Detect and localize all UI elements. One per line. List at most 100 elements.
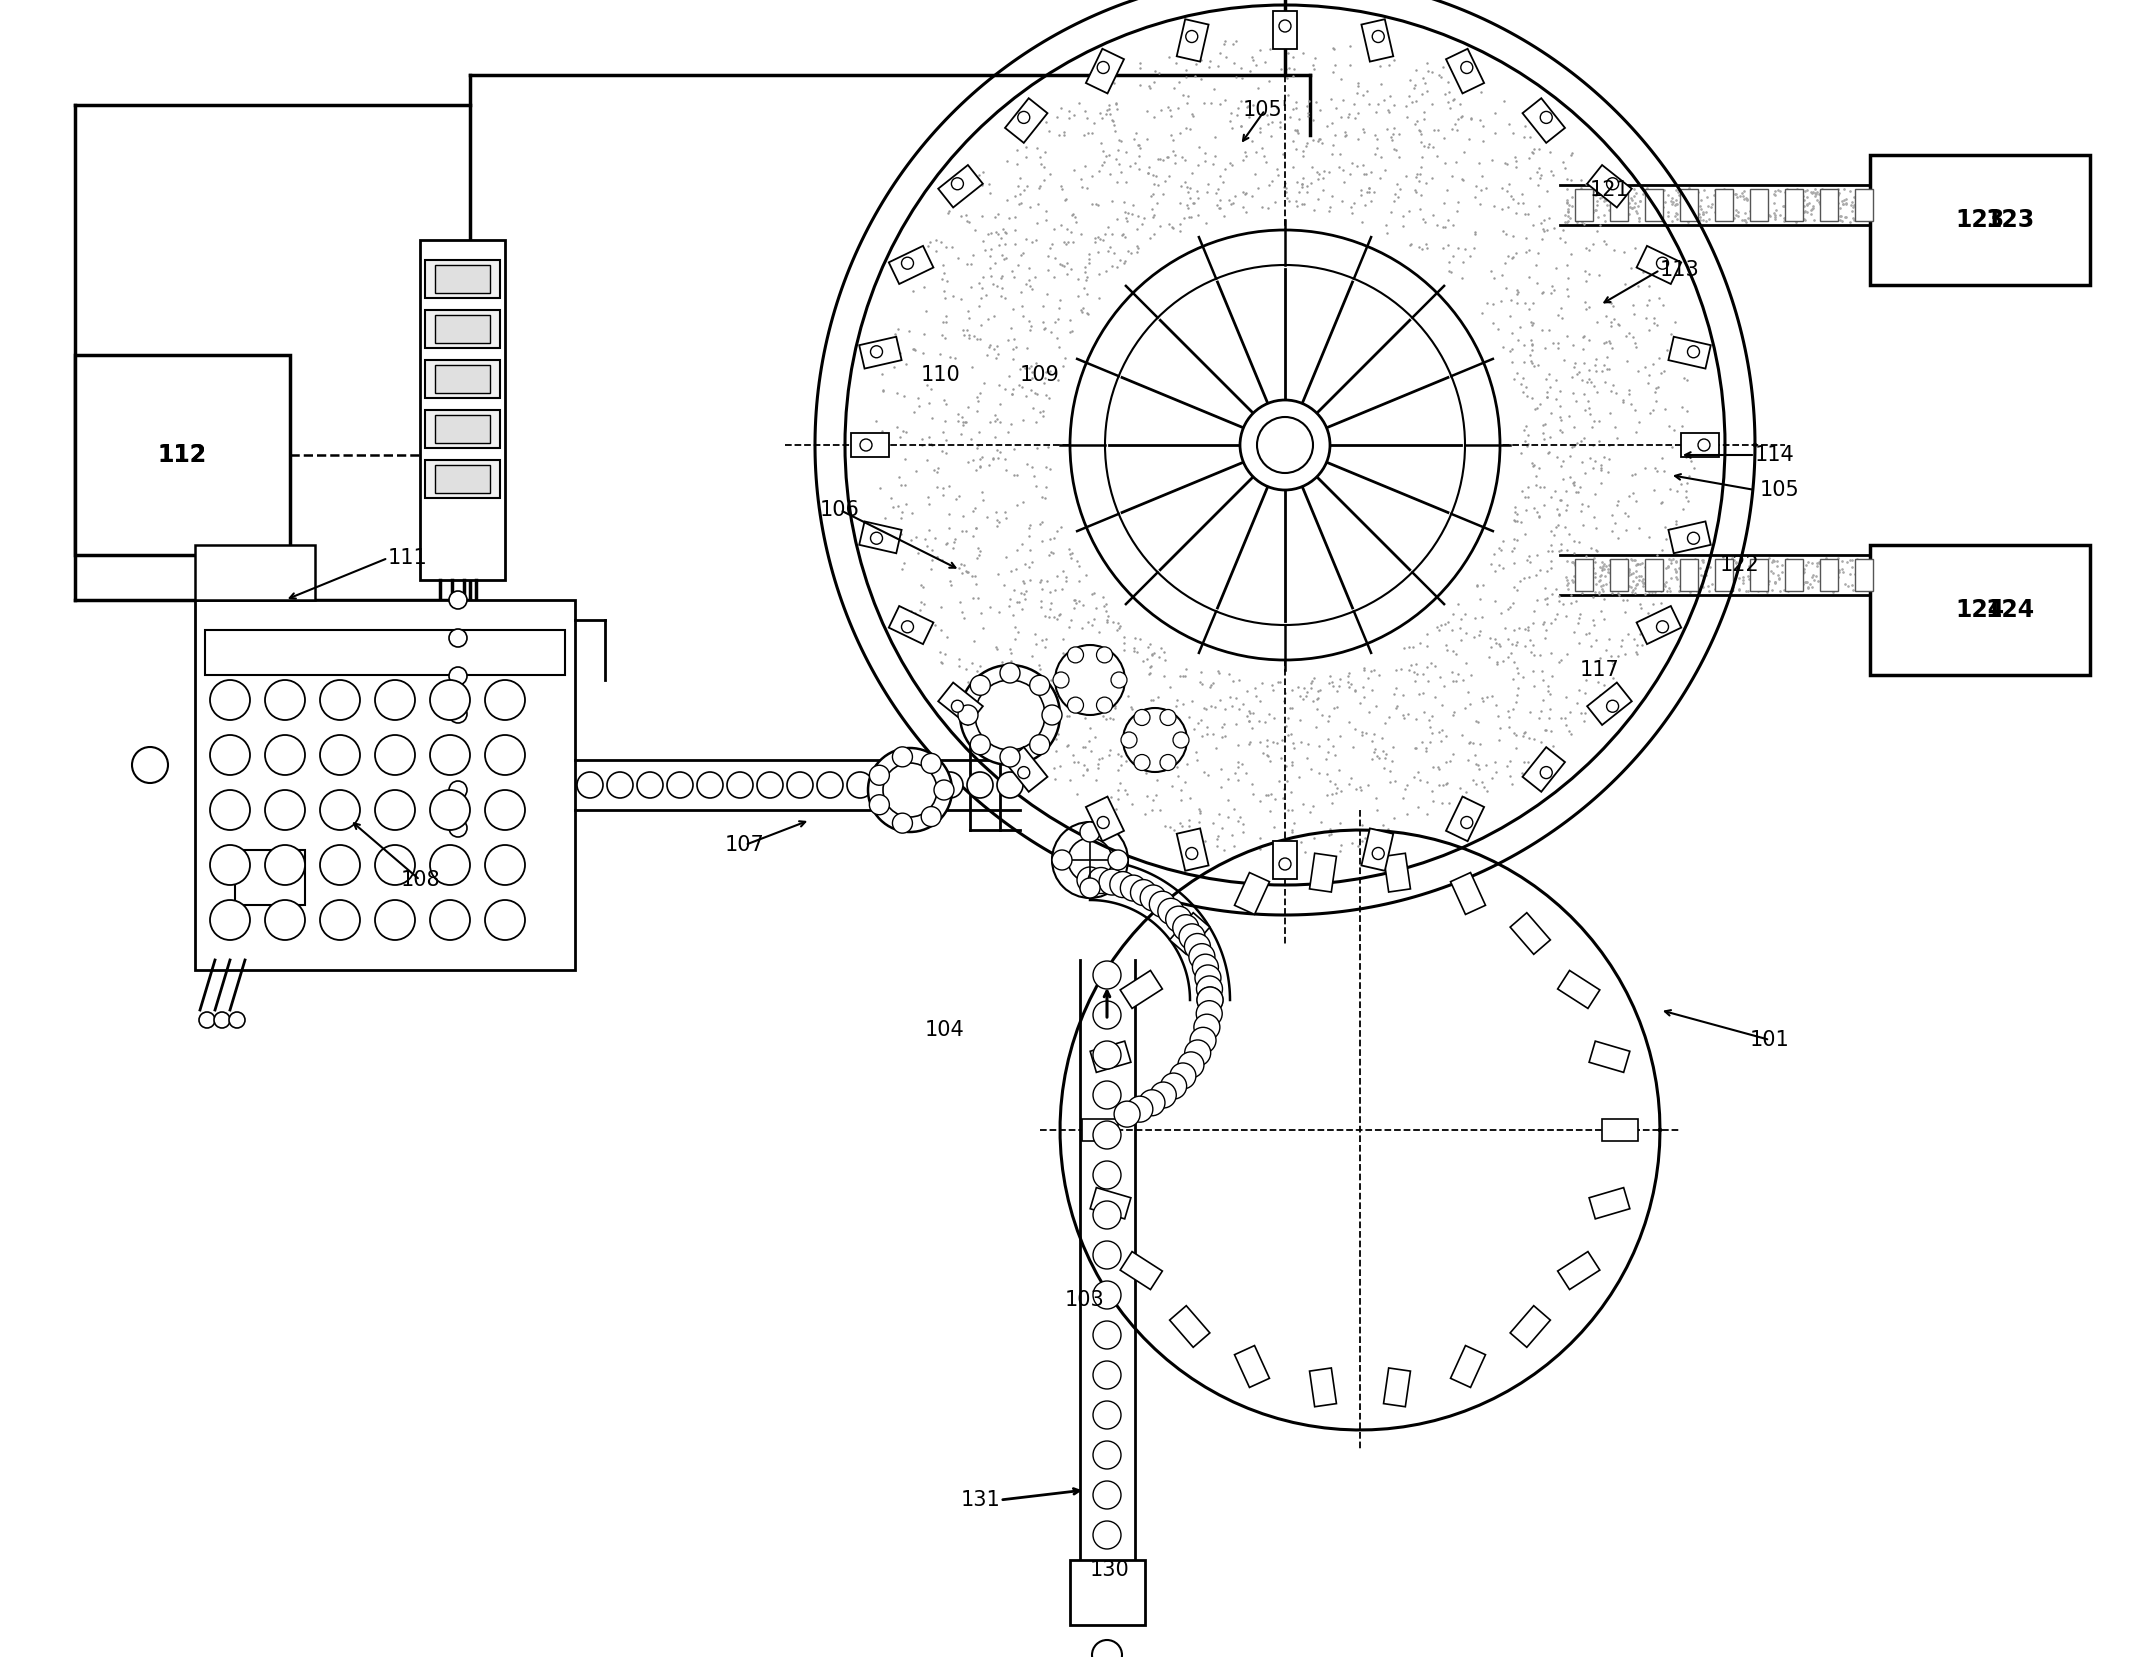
Bar — [859, 336, 902, 368]
Bar — [1855, 189, 1872, 220]
Text: 117: 117 — [1579, 659, 1620, 679]
Text: 131: 131 — [960, 1490, 1000, 1510]
Bar — [1004, 747, 1047, 792]
Bar — [205, 630, 564, 674]
Bar — [436, 466, 489, 494]
Bar — [1383, 1369, 1410, 1407]
Circle shape — [214, 1012, 231, 1027]
Circle shape — [321, 736, 359, 775]
Bar — [1071, 1559, 1145, 1626]
Bar — [1558, 1251, 1601, 1289]
Bar — [1575, 558, 1592, 592]
Circle shape — [756, 772, 782, 799]
Circle shape — [485, 736, 526, 775]
Circle shape — [1017, 111, 1030, 123]
Text: 124: 124 — [1955, 598, 2005, 621]
Circle shape — [449, 780, 468, 799]
Circle shape — [998, 772, 1024, 799]
Bar — [1086, 797, 1124, 842]
Bar — [1680, 558, 1699, 592]
Bar — [1081, 1118, 1118, 1142]
Circle shape — [1043, 704, 1062, 726]
Bar — [1821, 558, 1838, 592]
Circle shape — [1088, 868, 1113, 893]
Circle shape — [1186, 30, 1197, 43]
Circle shape — [637, 772, 662, 799]
Circle shape — [209, 900, 250, 940]
Circle shape — [1688, 532, 1699, 543]
Circle shape — [1092, 1442, 1122, 1470]
Circle shape — [485, 679, 526, 721]
Circle shape — [485, 790, 526, 830]
Bar — [1669, 336, 1712, 368]
Circle shape — [1092, 1241, 1122, 1269]
Bar — [1310, 1369, 1336, 1407]
Bar — [194, 600, 575, 969]
Circle shape — [1000, 663, 1019, 683]
Circle shape — [1135, 754, 1150, 771]
Bar — [1821, 189, 1838, 220]
Circle shape — [1462, 817, 1472, 828]
Circle shape — [1030, 676, 1049, 696]
Circle shape — [816, 772, 842, 799]
Circle shape — [1195, 1014, 1220, 1041]
Circle shape — [1054, 673, 1068, 688]
Bar — [889, 245, 934, 283]
Circle shape — [1017, 767, 1030, 779]
Circle shape — [1111, 673, 1126, 688]
Circle shape — [960, 664, 1060, 766]
Bar — [1750, 558, 1767, 592]
Bar — [1447, 48, 1483, 93]
Bar — [421, 240, 504, 580]
Text: 104: 104 — [925, 1021, 966, 1041]
Bar — [1004, 98, 1047, 143]
Circle shape — [1197, 1001, 1222, 1027]
Circle shape — [1160, 754, 1175, 771]
Text: 101: 101 — [1750, 1031, 1791, 1051]
Bar — [1784, 189, 1804, 220]
Circle shape — [846, 772, 874, 799]
Circle shape — [430, 790, 470, 830]
Bar — [1682, 432, 1718, 457]
Circle shape — [1280, 20, 1291, 31]
Circle shape — [906, 772, 934, 799]
Circle shape — [321, 679, 359, 721]
Circle shape — [449, 704, 468, 722]
Circle shape — [265, 900, 306, 940]
Circle shape — [209, 790, 250, 830]
Circle shape — [1190, 1027, 1216, 1054]
Bar — [1575, 189, 1592, 220]
Circle shape — [1092, 1281, 1122, 1309]
Circle shape — [1092, 1162, 1122, 1190]
Circle shape — [1092, 1481, 1122, 1510]
Circle shape — [374, 790, 415, 830]
Circle shape — [1092, 1080, 1122, 1109]
Circle shape — [265, 736, 306, 775]
Circle shape — [430, 736, 470, 775]
Circle shape — [902, 257, 912, 268]
Circle shape — [1068, 646, 1083, 663]
Circle shape — [321, 790, 359, 830]
Circle shape — [1126, 1097, 1152, 1122]
Bar — [1645, 558, 1663, 592]
Bar — [425, 409, 500, 447]
Circle shape — [1030, 734, 1049, 754]
Circle shape — [209, 679, 250, 721]
Bar — [1177, 828, 1210, 872]
Bar — [889, 606, 934, 645]
Bar — [1310, 853, 1336, 891]
Circle shape — [1096, 646, 1113, 663]
Bar — [425, 461, 500, 499]
Circle shape — [430, 679, 470, 721]
Circle shape — [951, 177, 964, 191]
Circle shape — [1092, 1201, 1122, 1229]
Circle shape — [1197, 988, 1222, 1012]
Bar — [1447, 797, 1483, 842]
Circle shape — [374, 679, 415, 721]
Circle shape — [1607, 177, 1618, 191]
Circle shape — [1092, 1001, 1122, 1029]
Bar — [1645, 189, 1663, 220]
Circle shape — [1462, 61, 1472, 73]
Circle shape — [921, 807, 940, 827]
Circle shape — [893, 747, 912, 767]
